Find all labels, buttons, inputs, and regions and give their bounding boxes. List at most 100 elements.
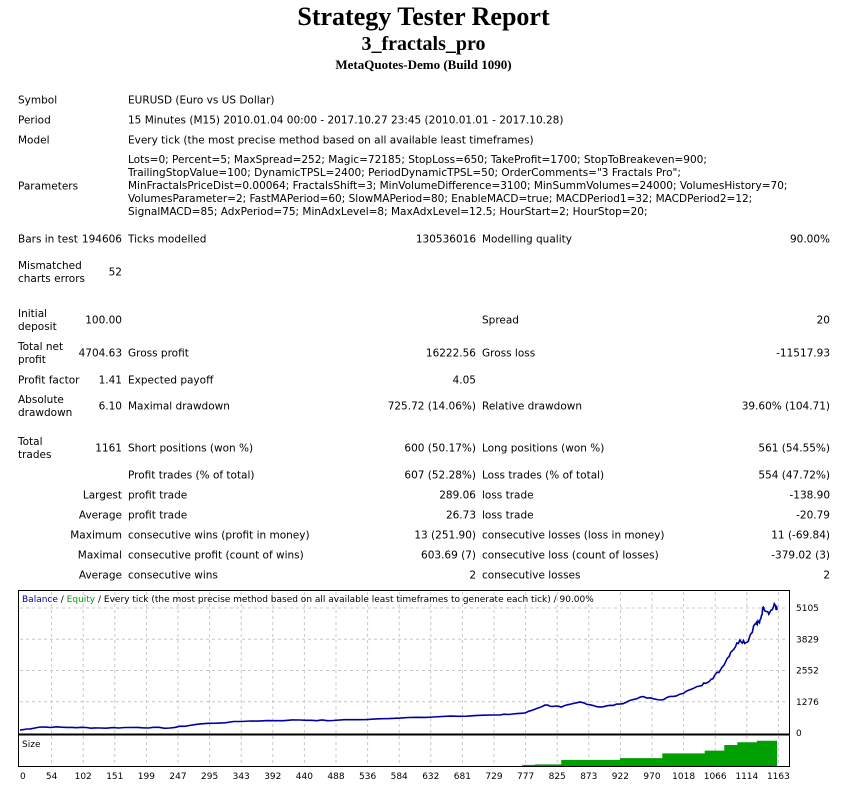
y-tick-label: 5105 (796, 604, 819, 614)
x-tick-label: 295 (201, 772, 218, 782)
value: 2 (823, 569, 830, 581)
value: 561 (54.55%) (758, 442, 830, 455)
y-tick-label: 3829 (796, 635, 819, 645)
x-tick-label: 0 (20, 772, 26, 782)
value: 130536016 (415, 233, 476, 245)
value: 4.05 (452, 374, 476, 386)
average-row: Average profit trade 26.73 loss trade -20.79 (0, 509, 847, 522)
value: 603.69 (7) (421, 549, 476, 561)
x-tick-label: 825 (549, 772, 566, 782)
x-tick-label: 440 (296, 772, 313, 782)
label: Gross profit (128, 347, 189, 360)
value: 725.72 (14.06%) (387, 400, 476, 413)
model-row: Model Every tick (the most precise method… (0, 134, 847, 147)
value: -138.90 (789, 489, 830, 501)
value: 90.00% (789, 233, 830, 245)
largest-row: Largest profit trade 289.06 loss trade -138.… (0, 489, 847, 502)
net-profit-row: Total net profit 4704.63 Gross profit 16222… (0, 341, 847, 367)
bars-row: Bars in test 194606 Ticks modelled 13053601… (0, 233, 847, 246)
x-tick-label: 54 (46, 772, 58, 782)
value: 39.60% (104.71) (741, 400, 830, 413)
report-title: Strategy Tester Report (297, 2, 550, 31)
consecutive-average-row: Average consecutive wins 2 consecutive loss… (0, 569, 847, 582)
value: -379.02 (3) (771, 549, 830, 561)
size-panel-label: Size (22, 740, 41, 750)
value: 554 (47.72%) (758, 469, 830, 481)
label: Short positions (won %) (128, 442, 254, 455)
parameters-value: Lots=0; Percent=5; MaxSpread=252; Magic=… (128, 154, 788, 218)
balance-line (19, 601, 778, 731)
server-name: MetaQuotes-Demo (Build 1090) (335, 57, 512, 72)
legend-equity: Equity (67, 595, 96, 605)
label: Gross loss (482, 347, 536, 360)
label: Loss trades (% of total) (482, 469, 605, 481)
legend-separator: / (58, 595, 67, 605)
x-tick-label: 1066 (704, 772, 727, 782)
label: consecutive wins (profit in money) (128, 529, 310, 541)
label: profit trade (128, 509, 188, 521)
value: 607 (52.28%) (404, 469, 476, 481)
label: consecutive wins (128, 569, 218, 581)
x-tick-label: 1018 (672, 772, 695, 782)
x-tick-label: 632 (422, 772, 439, 782)
value: 16222.56 (425, 347, 476, 360)
label: Modelling quality (482, 233, 572, 245)
label: consecutive losses (482, 569, 581, 581)
maximal-row: Maximal consecutive profit (count of wins… (0, 549, 847, 562)
label: Absolute drawdown (18, 394, 73, 419)
x-tick-label: 584 (391, 772, 408, 782)
x-tick-label: 199 (138, 772, 155, 782)
maximum-row: Maximum consecutive wins (profit in money… (0, 529, 847, 542)
chart-frame (18, 590, 790, 767)
label: Model (18, 134, 50, 146)
x-tick-label: 343 (233, 772, 250, 782)
value: 1161 (95, 442, 122, 455)
label: profit trade (128, 489, 188, 501)
value: 26.73 (445, 509, 476, 521)
y-tick-label: 2552 (796, 667, 819, 677)
chart-legend: Balance / Equity / Every tick (the most … (22, 595, 594, 605)
label: consecutive loss (count of losses) (482, 549, 659, 561)
expert-name: 3_fractals_pro (361, 33, 486, 55)
label: Ticks modelled (128, 233, 207, 245)
label: Total net profit (18, 341, 64, 366)
label: consecutive losses (loss in money) (482, 529, 665, 541)
value: 52 (108, 266, 122, 278)
value: 100.00 (85, 314, 122, 327)
label: Mismatched charts errors (18, 259, 85, 285)
value: EURUSD (Euro vs US Dollar) (128, 94, 275, 106)
value: -11517.93 (776, 347, 830, 360)
label: Relative drawdown (482, 400, 583, 413)
label: Maximal drawdown (128, 400, 230, 413)
mismatch-row: Mismatched charts errors 52 (0, 253, 847, 292)
value: 20 (816, 314, 830, 327)
symbol-row: Symbol EURUSD (Euro vs US Dollar) (0, 94, 847, 107)
period-row: Period 15 Minutes (M15) 2010.01.04 00:00 … (0, 114, 847, 127)
y-tick-label: 0 (796, 729, 802, 739)
x-tick-label: 729 (485, 772, 502, 782)
profit-factor-row: Profit factor 1.41 Expected payoff 4.05 (0, 374, 847, 387)
value: -20.79 (796, 509, 830, 521)
label: consecutive profit (count of wins) (128, 549, 304, 561)
x-tick-label: 1163 (767, 772, 790, 782)
x-tick-label: 873 (580, 772, 597, 782)
label: Average (78, 569, 122, 581)
label: loss trade (482, 489, 534, 501)
label: Expected payoff (128, 374, 214, 386)
profit-trades-row: Profit trades (% of total) 607 (52.28%) Lo… (0, 469, 847, 482)
value: 1.41 (98, 374, 122, 386)
x-tick-label: 922 (612, 772, 629, 782)
label: Symbol (18, 94, 58, 106)
label: Bars in test (18, 233, 78, 245)
label: Maximal (77, 549, 122, 561)
label: Parameters (18, 180, 79, 192)
label: Spread (482, 314, 519, 327)
drawdown-row: Absolute drawdown 6.10 Maximal drawdown 725… (0, 394, 847, 420)
value: 11 (-69.84) (771, 529, 830, 541)
x-tick-label: 777 (517, 772, 534, 782)
deposit-row: Initial deposit 100.00 Spread 20 (0, 308, 847, 334)
x-tick-label: 1114 (735, 772, 758, 782)
x-tick-label: 681 (454, 772, 471, 782)
x-tick-label: 151 (106, 772, 123, 782)
value: 2 (469, 569, 476, 581)
